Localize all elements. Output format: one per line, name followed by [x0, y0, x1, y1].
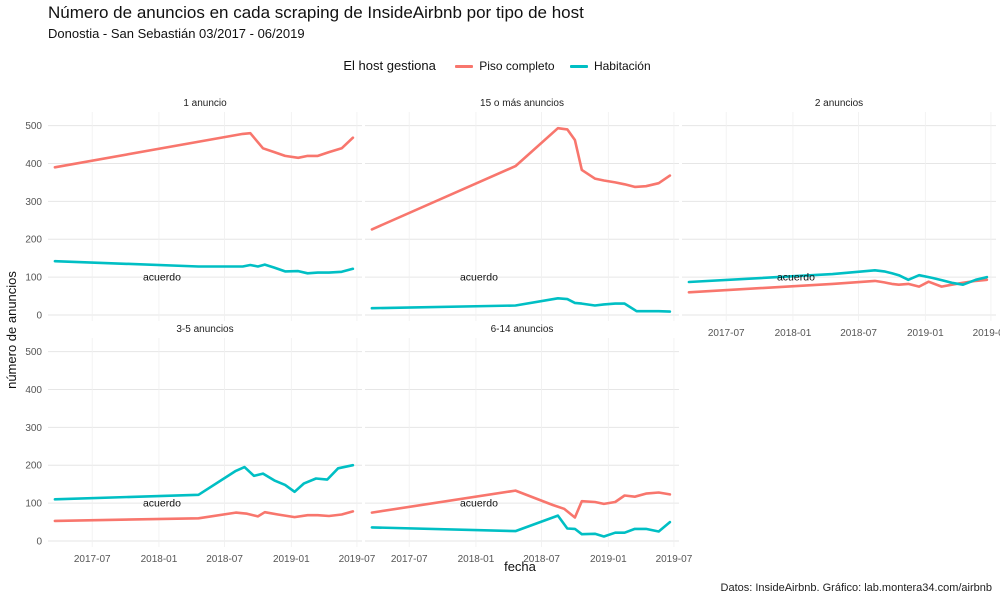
- x-tick-label: 2017-07: [391, 554, 428, 565]
- y-axis-title: número de anuncios: [4, 271, 19, 389]
- y-tick-label: 100: [25, 273, 42, 284]
- x-tick-label: 2019-07: [656, 554, 693, 565]
- series-line-piso-completo-6-14-anuncios: [370, 489, 672, 519]
- series-line-piso-completo-3-5-anuncios: [53, 510, 355, 523]
- x-tick-label: 2018-07: [840, 328, 877, 339]
- legend-label-habitacion: Habitación: [593, 59, 651, 73]
- y-tick-label: 200: [25, 461, 42, 472]
- y-tick-label: 400: [25, 159, 42, 170]
- y-tick-label: 0: [36, 311, 42, 322]
- facet-label-15-o-mas-anuncios: 15 o más anuncios: [480, 98, 564, 109]
- annotation-acuerdo-1-anuncio: acuerdo: [143, 272, 181, 284]
- series-line-habitacion-15-o-mas-anuncios: [370, 297, 672, 313]
- x-tick-label: 2018-01: [458, 554, 495, 565]
- series-line-piso-completo-2-anuncios: [687, 278, 989, 294]
- legend-swatch-habitacion: [569, 65, 588, 69]
- x-axis-title: fecha: [504, 559, 537, 574]
- y-tick-label: 200: [25, 235, 42, 246]
- x-tick-label: 2019-07: [339, 554, 376, 565]
- chart-subtitle: Donostia - San Sebastián 03/2017 - 06/20…: [48, 26, 305, 41]
- series-line-habitacion-6-14-anuncios: [370, 514, 672, 538]
- x-tick-label: 2019-01: [907, 328, 944, 339]
- series-line-piso-completo-1-anuncio: [53, 131, 355, 169]
- legend-title: El host gestiona: [343, 58, 436, 73]
- legend: El host gestiona Piso completo Habitació…: [0, 58, 1000, 73]
- y-tick-label: 300: [25, 423, 42, 434]
- chart-title: Número de anuncios en cada scraping de I…: [48, 3, 584, 22]
- legend-item-habitacion: Habitación: [569, 59, 651, 73]
- y-tick-label: 300: [25, 197, 42, 208]
- series-line-habitacion-3-5-anuncios: [53, 463, 355, 501]
- x-tick-label: 2018-01: [775, 328, 812, 339]
- annotation-acuerdo-3-5-anuncios: acuerdo: [143, 498, 181, 510]
- legend-label-piso-completo: Piso completo: [479, 59, 555, 73]
- x-tick-label: 2019-01: [273, 554, 310, 565]
- x-tick-label: 2017-07: [708, 328, 745, 339]
- x-tick-label: 2018-07: [523, 554, 560, 565]
- y-tick-label: 400: [25, 385, 42, 396]
- y-tick-label: 500: [25, 121, 42, 132]
- annotation-acuerdo-2-anuncios: acuerdo: [777, 272, 815, 284]
- facet-label-3-5-anuncios: 3-5 anuncios: [176, 324, 233, 335]
- annotation-acuerdo-6-14-anuncios: acuerdo: [460, 498, 498, 510]
- x-tick-label: 2019-07: [973, 328, 1000, 339]
- x-tick-label: 2018-07: [206, 554, 243, 565]
- legend-item-piso-completo: Piso completo: [455, 59, 555, 73]
- y-tick-label: 500: [25, 347, 42, 358]
- facet-label-6-14-anuncios: 6-14 anuncios: [491, 324, 554, 335]
- x-tick-label: 2017-07: [74, 554, 111, 565]
- facet-label-1-anuncio: 1 anuncio: [183, 98, 227, 109]
- x-tick-label: 2019-01: [590, 554, 627, 565]
- y-tick-label: 100: [25, 499, 42, 510]
- series-line-habitacion-2-anuncios: [687, 269, 989, 286]
- chart-caption: Datos: InsideAirbnb. Gráfico: lab.monter…: [720, 582, 992, 594]
- x-tick-label: 2018-01: [141, 554, 178, 565]
- y-tick-label: 0: [36, 537, 42, 548]
- series-line-piso-completo-15-o-mas-anuncios: [370, 126, 672, 231]
- annotation-acuerdo-15-o-mas-anuncios: acuerdo: [460, 272, 498, 284]
- legend-swatch-piso-completo: [455, 65, 474, 69]
- facet-label-2-anuncios: 2 anuncios: [815, 98, 863, 109]
- series-line-habitacion-1-anuncio: [53, 259, 355, 275]
